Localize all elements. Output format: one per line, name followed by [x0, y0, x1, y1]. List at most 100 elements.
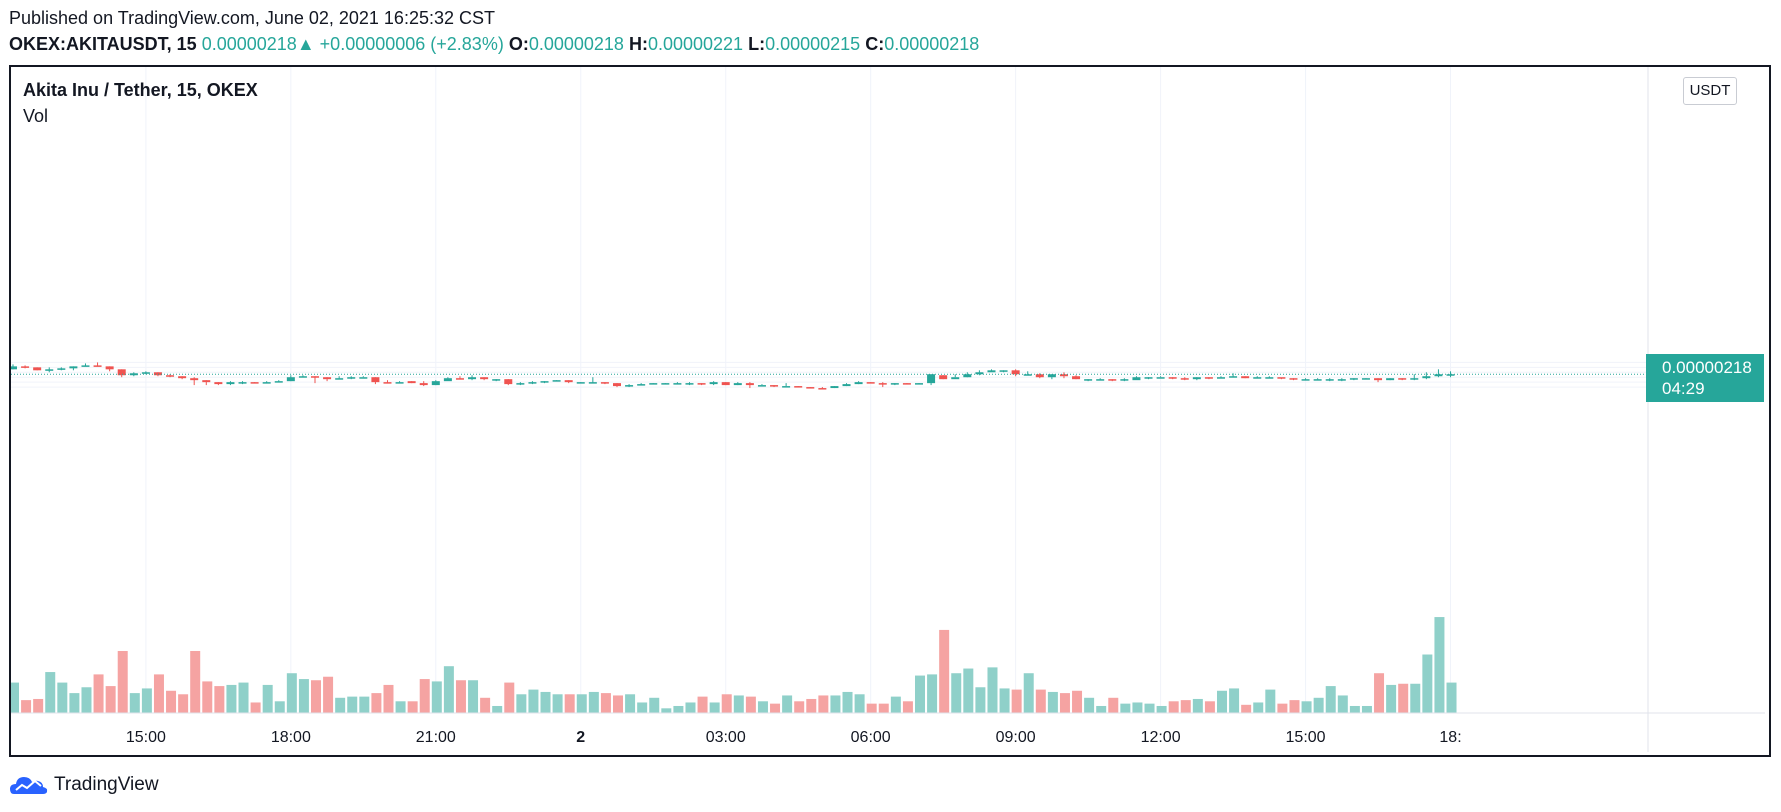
close-value: 0.00000218: [884, 34, 980, 54]
candle-body: [1289, 378, 1298, 380]
candle: [93, 362, 102, 367]
candle: [504, 379, 513, 386]
volume-bar: [1120, 703, 1131, 713]
candle-body: [528, 382, 537, 384]
candle-body: [842, 384, 851, 387]
volume-legend[interactable]: Vol: [23, 106, 49, 126]
candle-body: [45, 369, 54, 371]
volume-bar: [371, 693, 382, 713]
volume-bar: [1241, 704, 1252, 713]
candle: [1059, 372, 1068, 379]
candle-body: [733, 383, 742, 386]
candle-body: [1023, 374, 1032, 376]
candle: [1204, 377, 1213, 380]
candle: [927, 374, 936, 386]
candle: [9, 364, 17, 370]
candle: [830, 386, 839, 389]
candle: [625, 384, 634, 388]
volume-bar: [1289, 700, 1300, 713]
candle-body: [1265, 377, 1274, 379]
candles[interactable]: [9, 362, 1455, 390]
candle: [1374, 378, 1383, 383]
candle: [1023, 371, 1032, 376]
volume-bar: [1192, 698, 1203, 713]
candle-body: [516, 383, 525, 385]
candle: [129, 372, 138, 377]
candle: [733, 382, 742, 386]
candle-body: [637, 384, 646, 386]
up-arrow-icon: ▲: [296, 34, 315, 54]
candle: [33, 367, 42, 371]
volume-bar: [564, 694, 575, 713]
candle-body: [347, 377, 356, 379]
candle-body: [1398, 378, 1407, 380]
volume-bar: [69, 693, 80, 713]
candle: [1361, 378, 1370, 380]
candle-body: [1084, 379, 1093, 381]
volume-bar: [1168, 701, 1179, 713]
candle-body: [1361, 378, 1370, 380]
candle-body: [480, 377, 489, 380]
volume-bar: [866, 703, 877, 713]
candle: [117, 369, 126, 378]
candle: [250, 382, 259, 384]
tradingview-cloud-logo-icon: [10, 777, 48, 794]
candle-body: [1446, 374, 1455, 376]
volume-bars: [9, 617, 1457, 713]
candle: [298, 375, 307, 378]
volume-bar: [830, 695, 841, 713]
candle: [190, 377, 199, 386]
chart-legend-title[interactable]: Akita Inu / Tether, 15, OKEX: [23, 80, 258, 100]
volume-bar: [455, 680, 466, 713]
candle-body: [371, 377, 380, 383]
candle-body: [902, 383, 911, 385]
candle: [468, 375, 477, 381]
candle-body: [999, 370, 1008, 372]
volume-bar: [45, 672, 56, 713]
volume-bar: [359, 696, 370, 713]
candle-body: [1120, 379, 1129, 381]
volume-bar: [33, 698, 44, 713]
candle: [492, 379, 501, 382]
candle-body: [335, 378, 344, 380]
volume-bar: [1132, 702, 1143, 713]
tradingview-logo[interactable]: TradingView: [10, 774, 159, 796]
candle: [709, 381, 718, 386]
candle-body: [202, 380, 211, 383]
volume-bar: [1047, 691, 1058, 713]
volume-bar: [540, 691, 551, 713]
volume-bar: [274, 701, 285, 713]
candle-body: [93, 365, 102, 367]
volume-bar: [1096, 705, 1107, 713]
symbol-label[interactable]: OKEX:AKITAUSDT, 15: [9, 34, 197, 54]
high-label: H:: [628, 34, 648, 54]
candle-body: [915, 383, 923, 385]
candle-body: [1168, 377, 1177, 379]
candle-body: [419, 383, 428, 386]
candle: [770, 385, 779, 388]
candle-body: [105, 366, 114, 370]
candle: [866, 382, 875, 384]
volume-bar: [347, 696, 358, 713]
candle-body: [927, 374, 936, 384]
volume-bar: [214, 686, 225, 713]
volume-bar: [733, 695, 744, 713]
candle-body: [854, 382, 863, 385]
candle: [178, 376, 187, 380]
x-tick-label: 21:00: [416, 729, 456, 746]
currency-button[interactable]: USDT: [1683, 77, 1737, 105]
volume-bar: [226, 684, 237, 713]
candle: [564, 380, 573, 384]
volume-bar: [1156, 705, 1167, 713]
candle-body: [661, 383, 670, 385]
candle-body: [806, 387, 815, 389]
volume-bar: [528, 689, 539, 713]
x-tick-label: 18:00: [271, 729, 311, 746]
candle: [69, 366, 78, 371]
volume-bar: [335, 697, 346, 713]
bar-countdown: 04:29: [1662, 379, 1705, 398]
candle: [649, 383, 658, 385]
volume-bar: [709, 702, 720, 713]
candle: [1132, 376, 1141, 381]
candle: [999, 370, 1008, 373]
